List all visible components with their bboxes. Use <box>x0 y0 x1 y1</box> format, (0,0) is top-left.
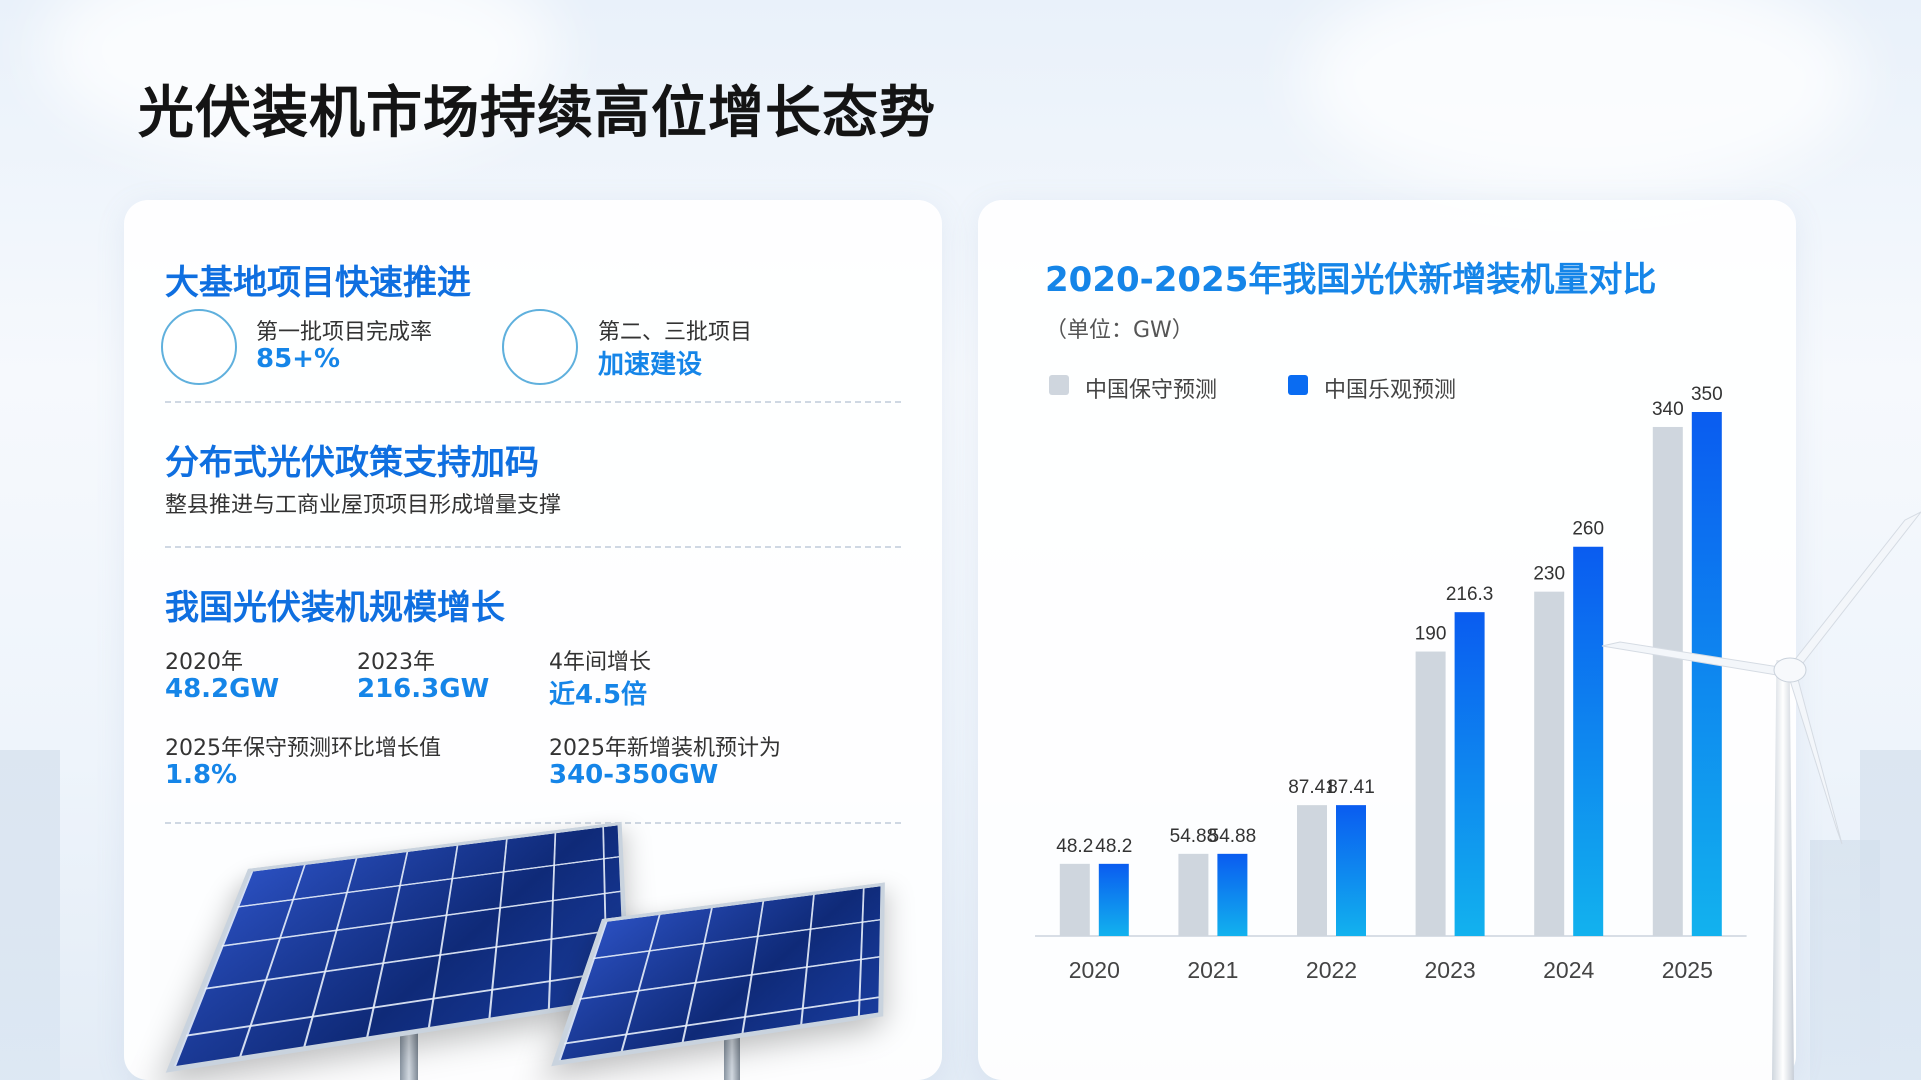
bar-optimistic-2024 <box>1573 547 1603 936</box>
data-label: 190 <box>1415 624 1447 645</box>
x-tick-label: 2021 <box>1187 957 1238 983</box>
bar-optimistic-2022 <box>1336 805 1366 936</box>
x-tick-label: 2022 <box>1306 957 1357 983</box>
data-label: 48.2 <box>1095 836 1132 857</box>
data-label: 230 <box>1533 564 1565 585</box>
data-label: 87.41 <box>1327 777 1375 798</box>
data-label: 48.2 <box>1056 836 1093 857</box>
bar-conservative-2023 <box>1416 652 1446 936</box>
bar-conservative-2022 <box>1297 805 1327 936</box>
bar-conservative-2021 <box>1178 854 1208 936</box>
bar-conservative-2020 <box>1060 864 1090 936</box>
x-tick-label: 2023 <box>1425 957 1476 983</box>
wind-turbine-blades <box>1600 500 1921 880</box>
bar-optimistic-2021 <box>1217 854 1247 936</box>
data-label: 54.88 <box>1209 826 1257 847</box>
data-label: 350 <box>1691 384 1723 405</box>
x-tick-label: 2020 <box>1069 957 1120 983</box>
data-label: 340 <box>1652 399 1684 420</box>
data-label: 216.3 <box>1446 584 1494 605</box>
x-tick-label: 2024 <box>1543 957 1594 983</box>
bar-optimistic-2020 <box>1099 864 1129 936</box>
bar-conservative-2024 <box>1534 592 1564 936</box>
x-tick-label: 2025 <box>1662 957 1713 983</box>
bar-optimistic-2023 <box>1455 612 1485 936</box>
